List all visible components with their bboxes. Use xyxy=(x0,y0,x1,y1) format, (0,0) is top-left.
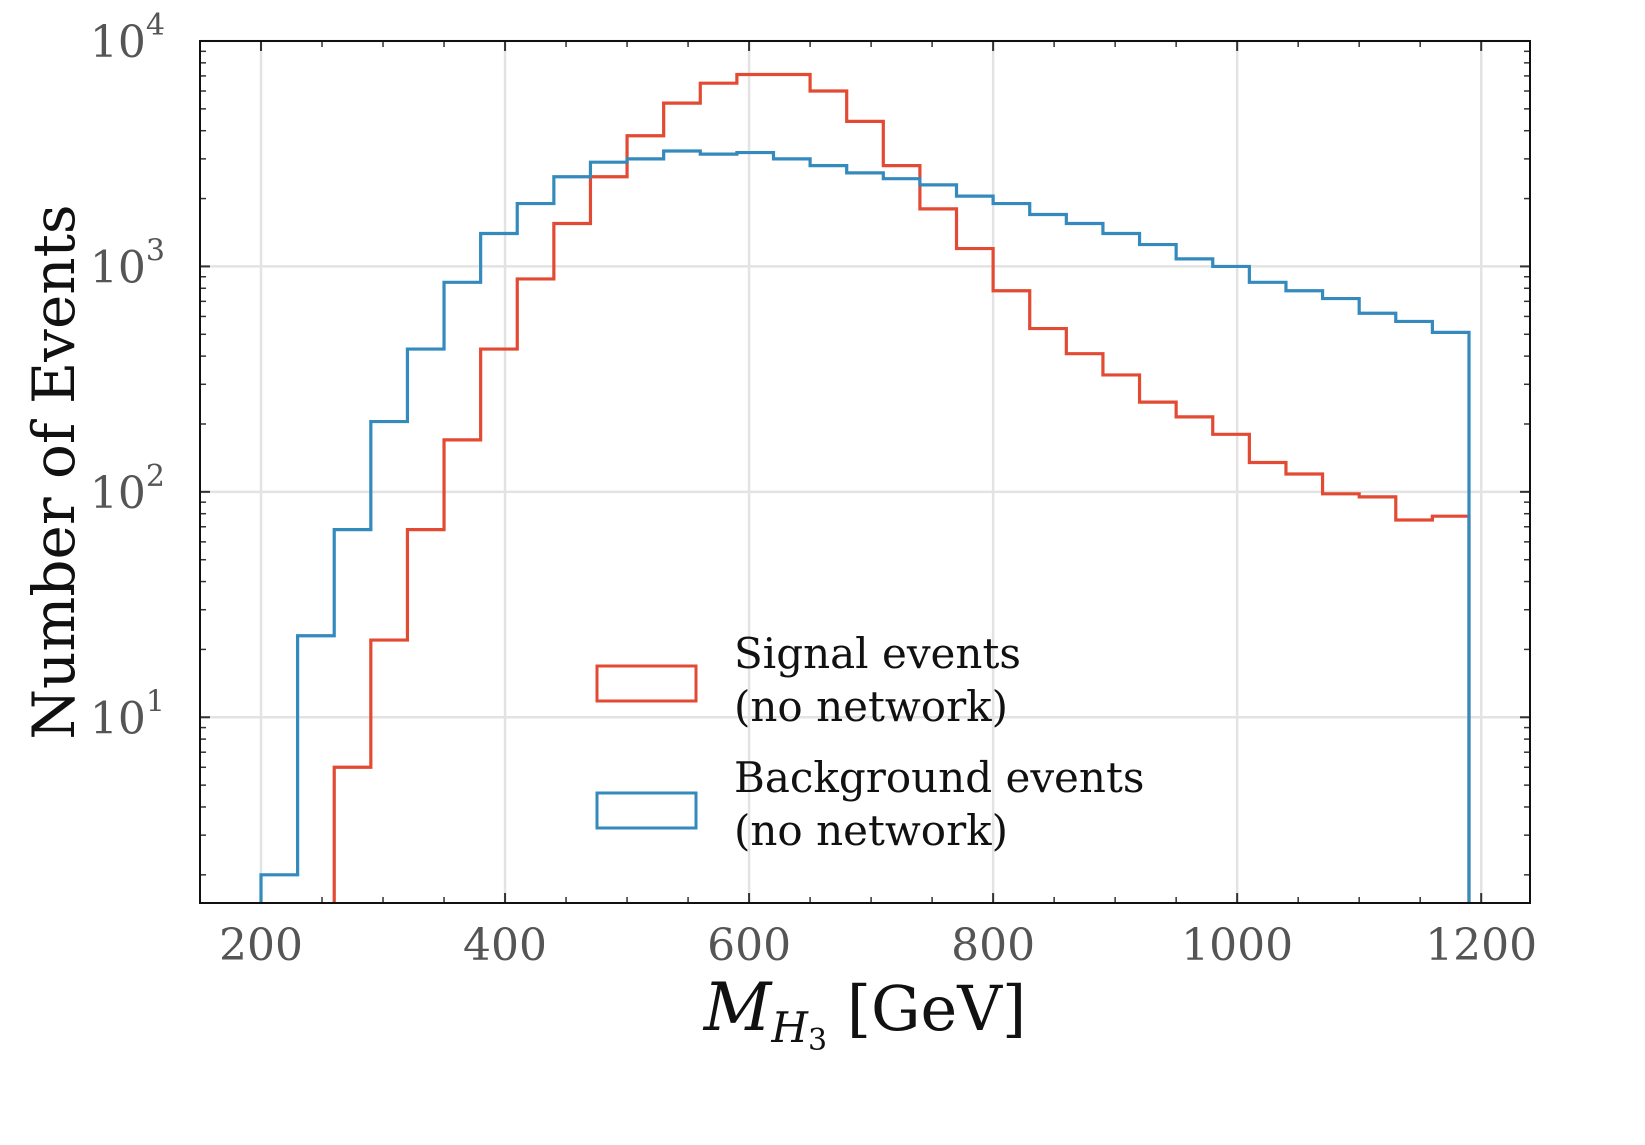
y-tick-label-exponent: 4 xyxy=(146,8,165,43)
legend-label-signal-line1: Signal events xyxy=(734,629,1021,678)
x-axis-title-unit: [GeV] xyxy=(827,972,1026,1045)
x-tick-labels: 200 400 600 800 1000 1200 xyxy=(219,920,1537,971)
legend-label-signal-line2: (no network) xyxy=(734,682,1008,731)
y-tick-label: 102 xyxy=(90,459,165,519)
x-tick-label: 1200 xyxy=(1425,920,1537,971)
x-tick-label: 600 xyxy=(707,920,791,971)
plot-frame xyxy=(199,40,1531,904)
y-tick-label-exponent: 1 xyxy=(146,684,165,719)
x-axis-title: MH3 [GeV] xyxy=(703,969,1026,1058)
x-axis-title-main: M xyxy=(703,969,773,1046)
legend-label-background-line1: Background events xyxy=(734,753,1144,802)
y-tick-label-base: 10 xyxy=(90,17,146,68)
legend-label-background-line2: (no network) xyxy=(734,806,1008,855)
x-tick-label: 800 xyxy=(951,920,1035,971)
x-tick-label: 200 xyxy=(219,920,303,971)
series-layer xyxy=(259,72,1471,903)
major-ticks xyxy=(200,40,1530,903)
y-tick-label-exponent: 3 xyxy=(146,233,165,268)
signal-histogram-line xyxy=(332,72,1471,903)
x-axis-title-subsubscript: 3 xyxy=(808,1023,827,1058)
y-tick-label: 104 xyxy=(90,8,165,68)
x-axis-title-subscript: H xyxy=(770,1003,809,1052)
x-tick-label: 400 xyxy=(463,920,547,971)
y-tick-label: 101 xyxy=(90,684,165,744)
y-tick-label-exponent: 2 xyxy=(146,459,165,494)
legend: Signal events (no network) Background ev… xyxy=(595,629,1144,855)
x-tick-label: 1000 xyxy=(1181,920,1293,971)
background-histogram-line xyxy=(259,149,1471,903)
y-tick-label-base: 10 xyxy=(90,242,146,293)
y-tick-label: 103 xyxy=(90,233,165,293)
y-axis-title: Number of Events xyxy=(20,204,88,739)
legend-swatch-background xyxy=(595,791,698,830)
y-tick-label-base: 10 xyxy=(90,693,146,744)
y-tick-label-base: 10 xyxy=(90,468,146,519)
legend-swatch-signal xyxy=(595,664,698,703)
